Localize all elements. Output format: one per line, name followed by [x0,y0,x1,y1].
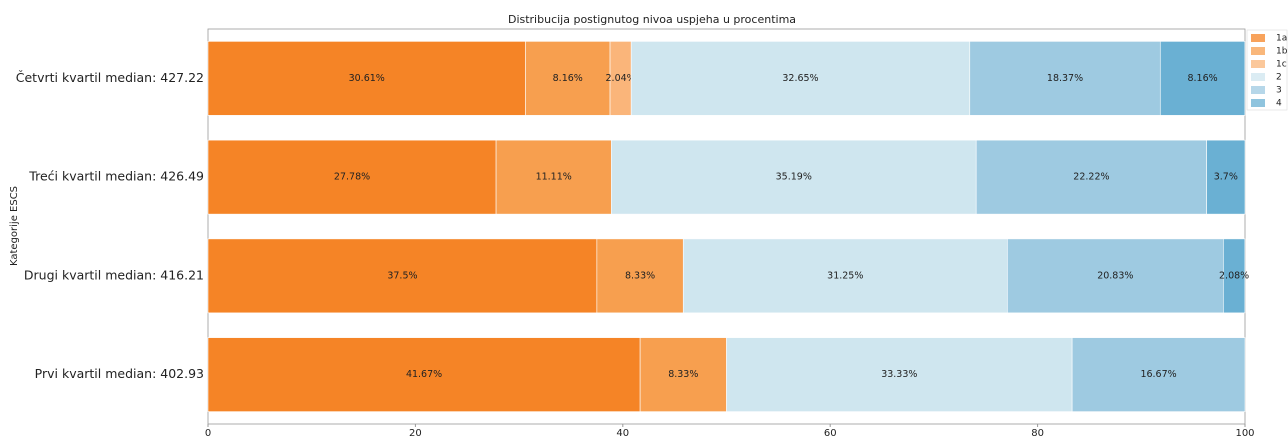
plot-frame [207,28,1246,425]
bar-segment [682,238,1008,314]
data-label: 8.16% [1187,73,1217,84]
bar-segment [207,139,497,215]
bar-segment [495,139,612,215]
y-tick-label: Drugi kvartil median: 416.21 [24,267,204,282]
legend-swatch [1251,73,1265,81]
x-tick-label: 0 [205,428,211,436]
bar-segment [207,337,641,412]
legend-label: 1a [1276,34,1287,44]
data-label: 16.67% [1140,369,1176,380]
bar-segment [207,238,598,314]
x-tick-label: 100 [1235,428,1254,436]
data-label: 41.67% [406,369,442,380]
legend-label: 1c [1276,60,1287,70]
bar-segment [1206,139,1246,215]
x-tick-label: 80 [1031,428,1044,436]
data-label: 35.19% [776,172,812,183]
legend-label: 1b [1276,47,1288,57]
legend-swatch [1251,47,1265,55]
data-label: 37.5% [387,270,417,281]
x-tick-label: 60 [824,428,837,436]
bar-segment [1223,238,1246,314]
bar-segment [726,337,1073,412]
data-label: 18.37% [1047,73,1083,84]
legend-label: 3 [1276,86,1282,96]
x-tick-label: 40 [616,428,629,436]
data-label: 32.65% [782,73,818,84]
legend-label: 4 [1276,99,1282,109]
bar-segment [969,41,1161,116]
legend-swatch [1251,99,1265,107]
chart-title: Distribucija postignutog nivoa uspjeha u… [508,13,796,26]
data-label: 27.78% [334,172,370,183]
legend-box [1246,29,1288,111]
legend-swatch [1251,60,1265,68]
data-label: 8.33% [625,270,655,281]
bar-segment [207,41,526,116]
data-label: 2.08% [1219,270,1249,281]
y-tick-label: Treći kvartil median: 426.49 [28,169,204,184]
bar-segment [975,139,1207,215]
data-label: 8.33% [668,369,698,380]
bar-segment [1159,41,1246,116]
x-tick-label: 20 [409,428,422,436]
bar-segment [610,139,977,215]
bar-segment [596,238,684,314]
bar-segment [1071,337,1246,412]
data-label: 22.22% [1073,172,1109,183]
y-tick-label: Četvrti kvartil median: 427.22 [16,70,204,85]
legend-swatch [1251,86,1265,94]
data-label: 31.25% [827,270,863,281]
bar-segment [1007,238,1224,314]
legend-label: 2 [1276,73,1282,83]
legend-swatch [1251,34,1265,42]
bar-segment [639,337,727,412]
y-tick-label: Prvi kvartil median: 402.93 [35,366,204,381]
data-label: 3.7% [1214,172,1238,183]
data-label: 30.61% [349,73,385,84]
data-label: 8.16% [553,73,583,84]
data-label: 20.83% [1097,270,1133,281]
bar-segment [525,41,611,116]
y-axis-label: Kategorije ESCS [9,186,20,266]
data-label: 33.33% [881,369,917,380]
data-label: 2.04% [606,73,636,84]
data-label: 11.11% [536,172,572,183]
